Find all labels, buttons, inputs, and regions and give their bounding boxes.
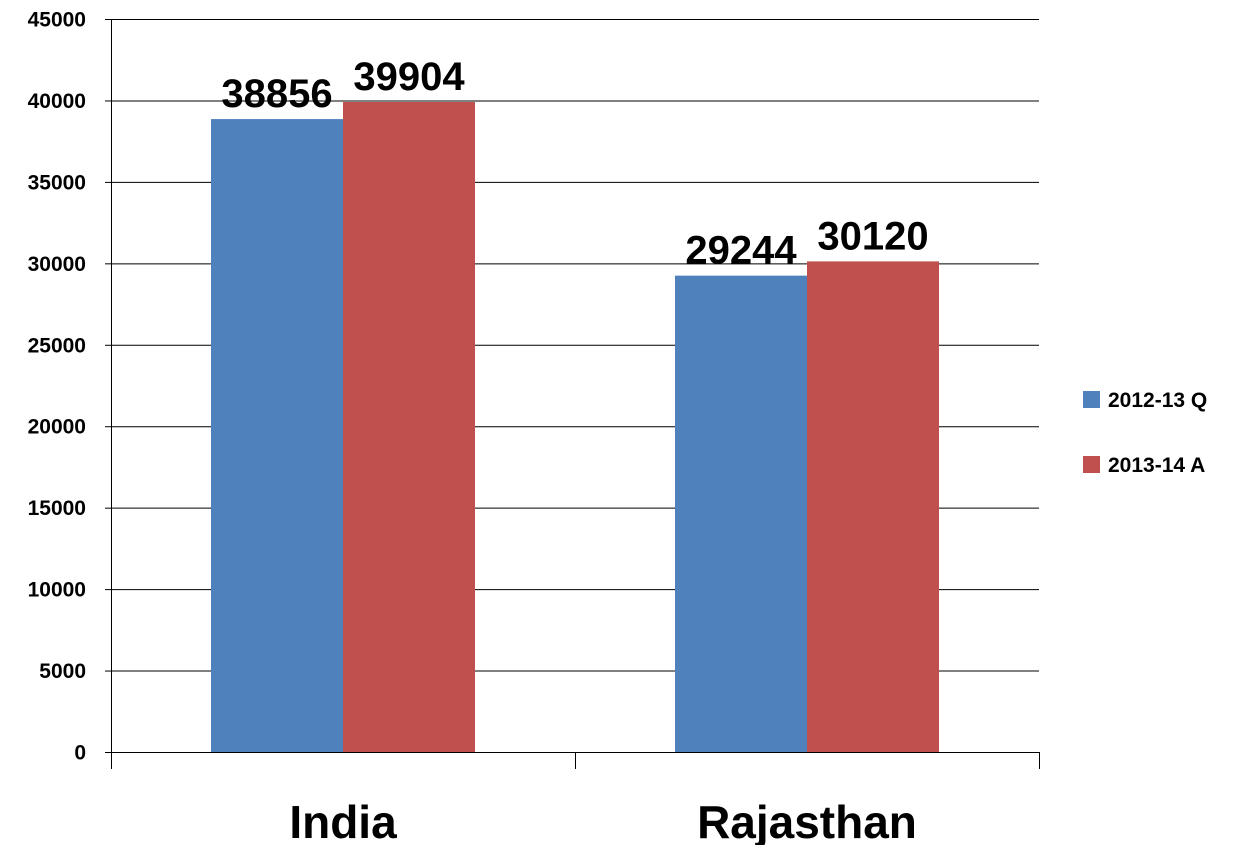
bar-rajasthan-series-1 xyxy=(675,275,807,752)
bar-india-series-1 xyxy=(211,119,343,753)
x-axis-ticks xyxy=(111,752,1040,769)
y-tick-label: 20000 xyxy=(28,416,86,439)
bar-rajasthan-series-2 xyxy=(807,261,939,752)
y-tick-label: 30000 xyxy=(28,253,86,276)
data-label: 29244 xyxy=(685,229,797,273)
category-labels: India Rajasthan xyxy=(289,796,917,845)
data-label: 39904 xyxy=(353,55,465,99)
y-axis-ticks: 0 5000 10000 15000 20000 25000 30000 35000 40000… xyxy=(28,9,111,765)
y-tick-label: 10000 xyxy=(28,579,86,602)
y-tick-label: 40000 xyxy=(28,90,86,113)
bars xyxy=(211,102,939,753)
legend-label: 2013-14 A xyxy=(1108,454,1205,477)
y-tick-label: 5000 xyxy=(39,660,86,683)
y-tick-label: 0 xyxy=(74,742,86,765)
legend-swatch xyxy=(1083,456,1100,473)
data-labels: 38856 39904 29244 30120 xyxy=(221,55,928,273)
x-category-label: Rajasthan xyxy=(697,796,917,845)
y-tick-label: 35000 xyxy=(28,171,86,194)
data-label: 30120 xyxy=(817,214,928,258)
x-category-label: India xyxy=(289,796,397,845)
legend-swatch xyxy=(1083,391,1100,408)
y-tick-label: 45000 xyxy=(28,9,86,32)
y-tick-label: 25000 xyxy=(28,334,86,357)
y-tick-label: 15000 xyxy=(28,497,86,520)
legend-label: 2012-13 Q xyxy=(1108,389,1207,412)
data-label: 38856 xyxy=(221,72,332,116)
legend: 2012-13 Q 2013-14 A xyxy=(1083,389,1207,477)
bar-india-series-2 xyxy=(343,102,475,752)
